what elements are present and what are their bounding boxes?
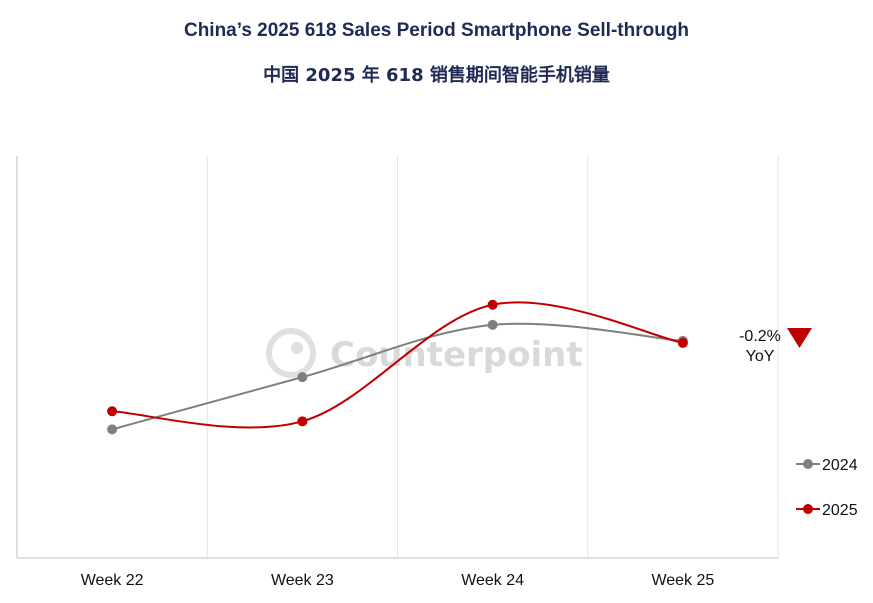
x-tick-label: Week 24 [461, 572, 524, 589]
yoy-value: -0.2% [739, 328, 781, 345]
x-tick-label: Week 22 [81, 572, 144, 589]
legend-marker-2025 [803, 504, 813, 514]
legend-marker-2024 [803, 459, 813, 469]
data-point-2024 [297, 372, 308, 383]
watermark-text: Counterpoint [330, 335, 583, 375]
legend-label-2025: 2025 [822, 502, 858, 519]
chart-title: China’s 2025 618 Sales Period Smartphone… [183, 20, 690, 41]
data-point-2025 [297, 416, 308, 427]
series-line-2025 [112, 301, 684, 429]
series-layer [107, 299, 688, 435]
legend: 2024 2025 [796, 457, 858, 519]
data-point-2025 [107, 406, 118, 417]
data-point-2025 [677, 337, 688, 348]
x-axis-ticks: Week 22 Week 23 Week 24 Week 25 [81, 572, 715, 589]
x-tick-label: Week 23 [271, 572, 334, 589]
legend-label-2024: 2024 [822, 457, 858, 474]
data-point-2025 [487, 299, 498, 310]
yoy-annotation: -0.2% YoY [739, 328, 812, 365]
yoy-label: YoY [746, 348, 775, 365]
down-arrow-icon [787, 328, 812, 348]
data-point-2024 [107, 424, 118, 435]
grid-lines [16, 156, 779, 559]
chart-subtitle: 中国 2025 年 618 销售期间智能手机销量 [263, 65, 610, 86]
data-point-2024 [487, 319, 498, 330]
watermark-logo-dot-icon [291, 342, 303, 354]
x-tick-label: Week 25 [651, 572, 714, 589]
series-line-2024 [111, 322, 683, 431]
watermark-logo-icon [266, 328, 316, 378]
